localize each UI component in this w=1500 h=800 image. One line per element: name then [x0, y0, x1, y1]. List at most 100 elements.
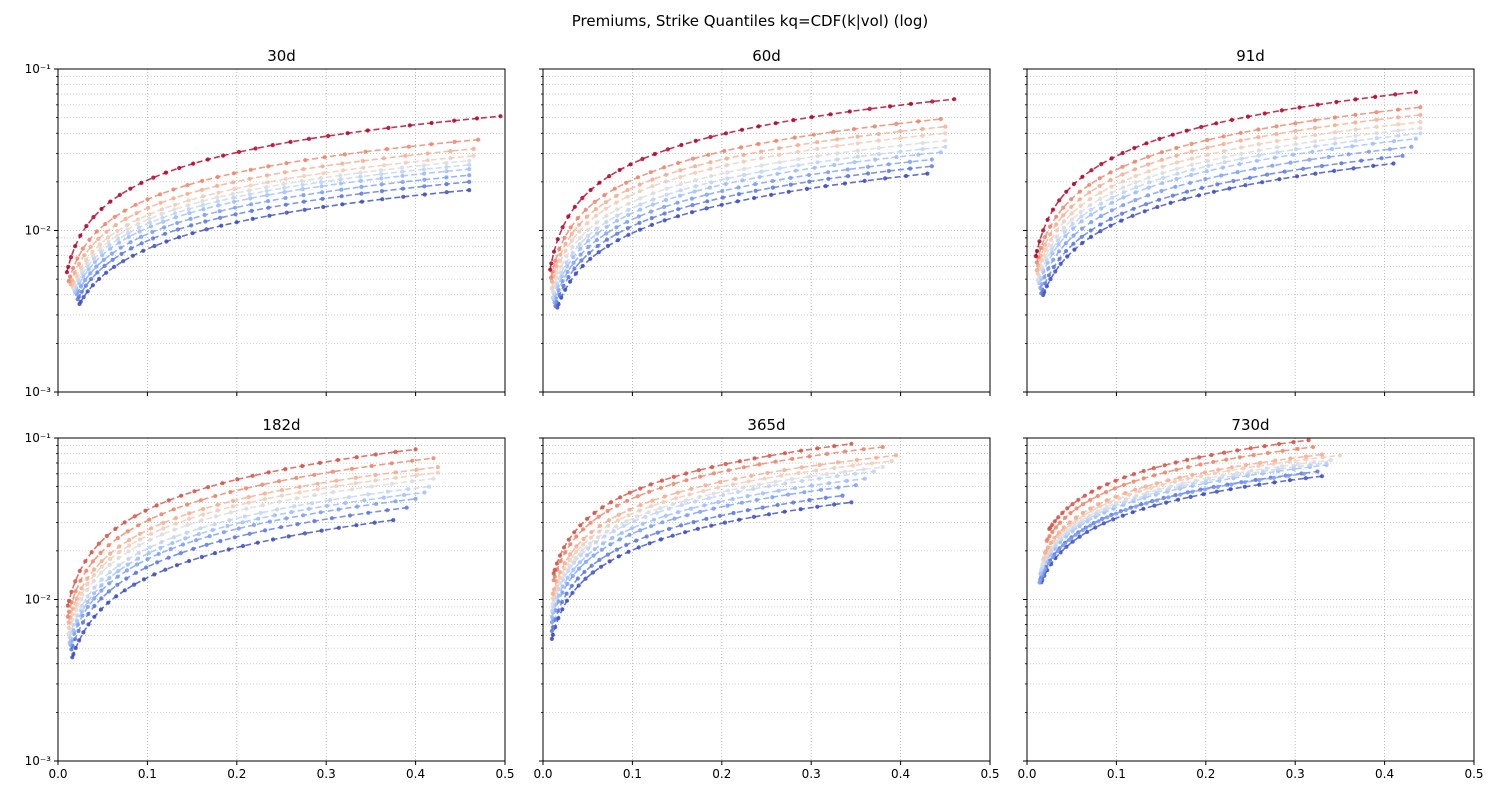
data-point — [124, 568, 130, 573]
data-point — [171, 187, 176, 192]
data-point — [1222, 155, 1227, 160]
data-point — [679, 502, 684, 508]
data-point — [336, 507, 341, 512]
data-point — [338, 177, 343, 182]
data-point — [585, 233, 591, 239]
data-point — [663, 513, 668, 518]
data-point — [583, 576, 588, 581]
data-point — [1203, 177, 1208, 182]
data-point — [147, 545, 152, 550]
series-line-9 — [1035, 91, 1416, 257]
data-point — [596, 250, 601, 255]
data-point — [752, 456, 757, 461]
data-point — [68, 274, 73, 279]
data-point — [231, 180, 236, 185]
subplot-title: 91d — [1236, 47, 1265, 65]
data-point — [1222, 160, 1227, 165]
data-point — [393, 499, 398, 504]
data-point — [159, 211, 164, 217]
data-point — [624, 180, 629, 185]
data-point — [679, 142, 684, 148]
data-point — [1145, 193, 1151, 198]
data-point — [1172, 479, 1178, 484]
data-point — [587, 250, 592, 256]
data-point — [898, 143, 903, 148]
data-point — [267, 519, 272, 524]
data-point — [467, 158, 472, 163]
data-point — [233, 212, 238, 217]
data-point — [602, 534, 607, 539]
data-point — [203, 219, 208, 224]
data-point — [553, 303, 558, 309]
data-point — [1134, 493, 1139, 498]
data-point — [1353, 127, 1358, 132]
data-point — [75, 613, 80, 618]
data-point — [943, 138, 948, 143]
data-point — [1272, 155, 1277, 160]
data-point — [564, 591, 569, 596]
data-point — [674, 496, 679, 501]
data-point — [1123, 491, 1128, 496]
data-point — [379, 189, 384, 194]
data-point — [1085, 529, 1090, 535]
data-point — [741, 152, 746, 157]
data-point — [1048, 540, 1053, 546]
data-point — [1219, 173, 1224, 178]
data-point — [71, 652, 76, 657]
data-point — [301, 167, 306, 172]
data-point — [262, 491, 268, 496]
data-point — [338, 173, 343, 178]
data-point — [302, 531, 308, 536]
data-point — [605, 552, 611, 557]
data-point — [103, 221, 108, 227]
data-point — [662, 211, 667, 216]
series-line-6 — [551, 132, 946, 289]
data-point — [1112, 504, 1117, 509]
data-point — [1108, 216, 1113, 221]
data-point — [1050, 207, 1056, 212]
data-point — [202, 212, 207, 218]
data-point — [625, 187, 630, 193]
data-point — [400, 173, 405, 178]
data-point — [626, 232, 631, 237]
data-point — [562, 572, 567, 577]
data-point — [1190, 489, 1195, 494]
data-point — [607, 559, 612, 564]
data-point — [596, 514, 601, 519]
series-line-4 — [552, 146, 946, 298]
data-point — [1173, 184, 1178, 189]
data-point — [866, 171, 871, 176]
data-point — [161, 526, 166, 531]
data-point — [693, 178, 698, 183]
data-point — [306, 136, 312, 141]
data-point — [593, 540, 599, 545]
data-point — [422, 192, 427, 197]
data-point — [649, 222, 655, 227]
data-point — [215, 508, 220, 513]
data-point — [1190, 162, 1195, 167]
data-point — [1242, 484, 1247, 489]
data-point — [232, 186, 237, 191]
data-point — [643, 514, 648, 519]
data-point — [786, 189, 791, 194]
data-point — [549, 614, 555, 620]
data-point — [369, 463, 374, 469]
data-point — [1271, 475, 1276, 480]
data-point — [78, 299, 83, 304]
data-point — [578, 246, 583, 251]
data-point — [886, 168, 891, 174]
data-point — [765, 470, 770, 475]
data-point — [379, 176, 384, 181]
data-point — [742, 166, 747, 171]
data-point — [573, 555, 578, 560]
data-point — [894, 155, 899, 160]
data-point — [115, 228, 120, 234]
data-point — [576, 229, 582, 234]
data-point — [1080, 240, 1085, 246]
data-point — [637, 220, 642, 225]
data-point — [1293, 128, 1298, 133]
data-point — [1081, 502, 1086, 507]
data-point — [1249, 468, 1254, 473]
x-tick-label: 0.2 — [1196, 767, 1215, 781]
data-point — [1293, 121, 1298, 126]
